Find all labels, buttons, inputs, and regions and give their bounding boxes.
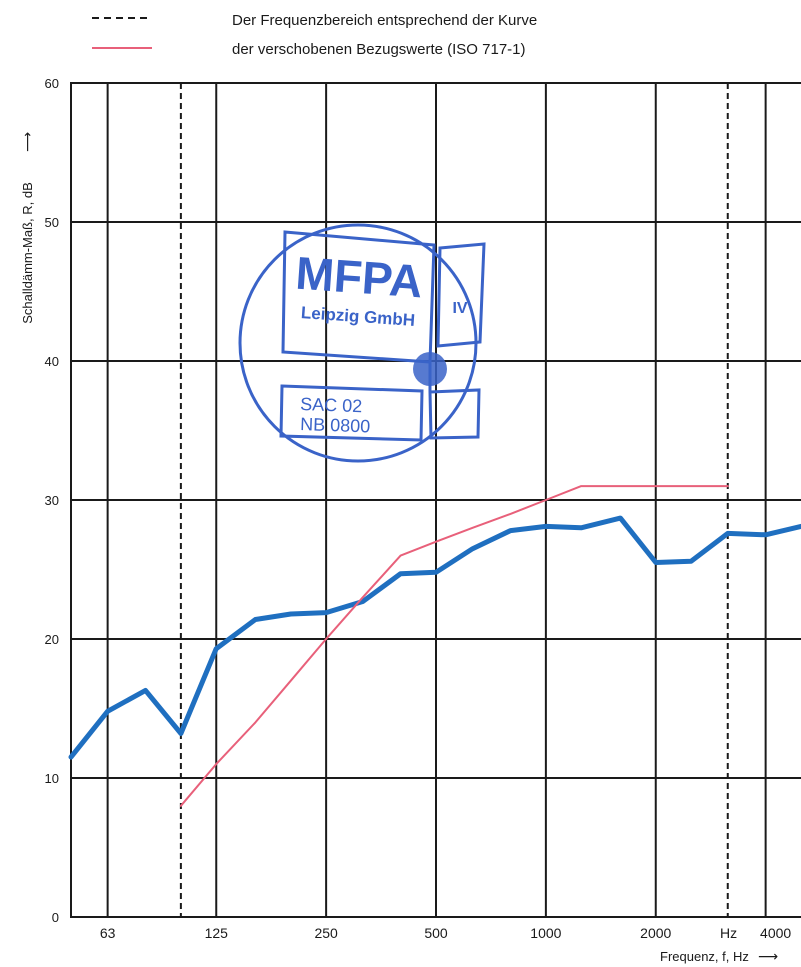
stamp-dot bbox=[413, 352, 447, 386]
y-tick-label-30: 30 bbox=[45, 493, 59, 508]
x-axis-title: Frequenz, f, Hz bbox=[660, 949, 749, 964]
stamp-sac-text: SAC 02 bbox=[300, 394, 363, 416]
reference-curve bbox=[179, 485, 729, 807]
x-tick-label-2000: 2000 bbox=[640, 925, 671, 941]
x-axis-arrow: ⟶ bbox=[758, 948, 778, 964]
stamp-nb-text: NB 0800 bbox=[300, 414, 371, 436]
axes: Schalldämm-Maß, R, dB ⟶ Hz Frequenz, f, … bbox=[19, 76, 791, 964]
x-axis-unit-label: Hz bbox=[720, 925, 737, 941]
x-tick-label-250: 250 bbox=[314, 925, 338, 941]
stamp-small-box bbox=[428, 388, 481, 440]
y-tick-label-20: 20 bbox=[45, 632, 59, 647]
y-axis-arrow: ⟶ bbox=[19, 132, 35, 152]
legend-label-frequency-range: Der Frequenzbereich entsprechend der Kur… bbox=[232, 12, 537, 29]
frequency-range-markers bbox=[179, 83, 729, 917]
y-tick-label-10: 10 bbox=[45, 771, 59, 786]
legend-label-reference-curve: der verschobenen Bezugswerte (ISO 717-1) bbox=[232, 41, 526, 58]
x-tick-label-500: 500 bbox=[424, 925, 448, 941]
y-tick-label-50: 50 bbox=[45, 215, 59, 230]
stamp-leipzig-text: Leipzig GmbH bbox=[300, 303, 415, 330]
x-tick-label-4000: 4000 bbox=[760, 925, 791, 941]
y-tick-label-60: 60 bbox=[45, 76, 59, 91]
y-tick-label-40: 40 bbox=[45, 354, 59, 369]
measured-curve bbox=[68, 515, 801, 760]
grid bbox=[70, 82, 801, 918]
stamp-roman-text: IV bbox=[452, 300, 467, 317]
x-tick-label-125: 125 bbox=[205, 925, 229, 941]
x-tick-label-1000: 1000 bbox=[530, 925, 561, 941]
series-layer bbox=[68, 485, 801, 807]
legend: Der Frequenzbereich entsprechend der Kur… bbox=[92, 12, 537, 58]
x-tick-label-63: 63 bbox=[100, 925, 116, 941]
y-tick-label-0: 0 bbox=[52, 910, 59, 925]
stamp-mfpa-text: MFPA bbox=[294, 247, 424, 308]
y-axis-title: Schalldämm-Maß, R, dB bbox=[20, 182, 35, 324]
stamp-sac-box bbox=[279, 384, 424, 442]
stamp-roman-box bbox=[436, 242, 486, 348]
stamp: MFPA Leipzig GmbH IV SAC 02 NB 0800 bbox=[238, 223, 486, 463]
